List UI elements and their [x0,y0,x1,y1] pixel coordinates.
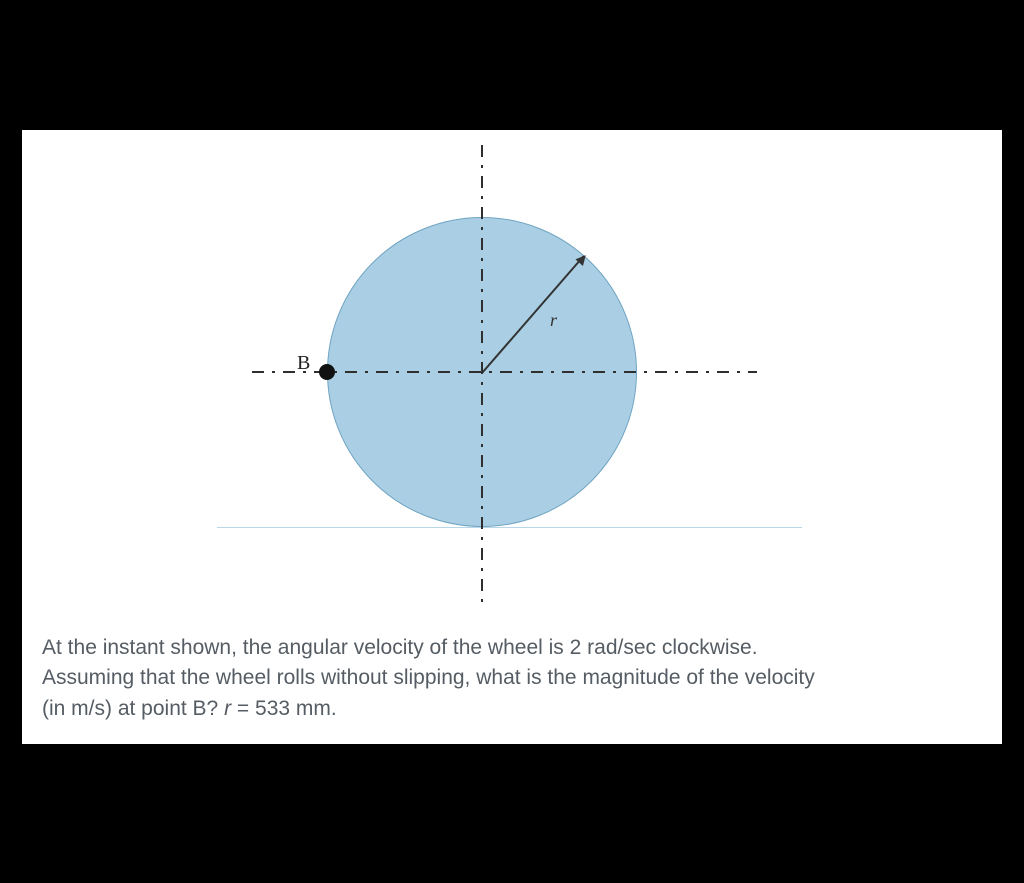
vertical-axis [481,145,483,608]
question-text: At the instant shown, the angular veloci… [42,633,982,724]
point-b-marker [319,364,335,380]
radius-label: r [550,310,557,331]
question-line2: Assuming that the wheel rolls without sl… [42,666,815,689]
r-value: 533 mm. [255,697,337,720]
ground-line [217,527,802,528]
problem-card: r B At the instant shown, the angular ve… [22,130,1002,744]
diagram-area: r B [22,130,1002,620]
equals-sign: = [231,697,255,720]
question-line3-prefix: (in m/s) at point B? [42,697,224,720]
point-b-label: B [297,352,310,375]
question-line1: At the instant shown, the angular veloci… [42,636,758,659]
